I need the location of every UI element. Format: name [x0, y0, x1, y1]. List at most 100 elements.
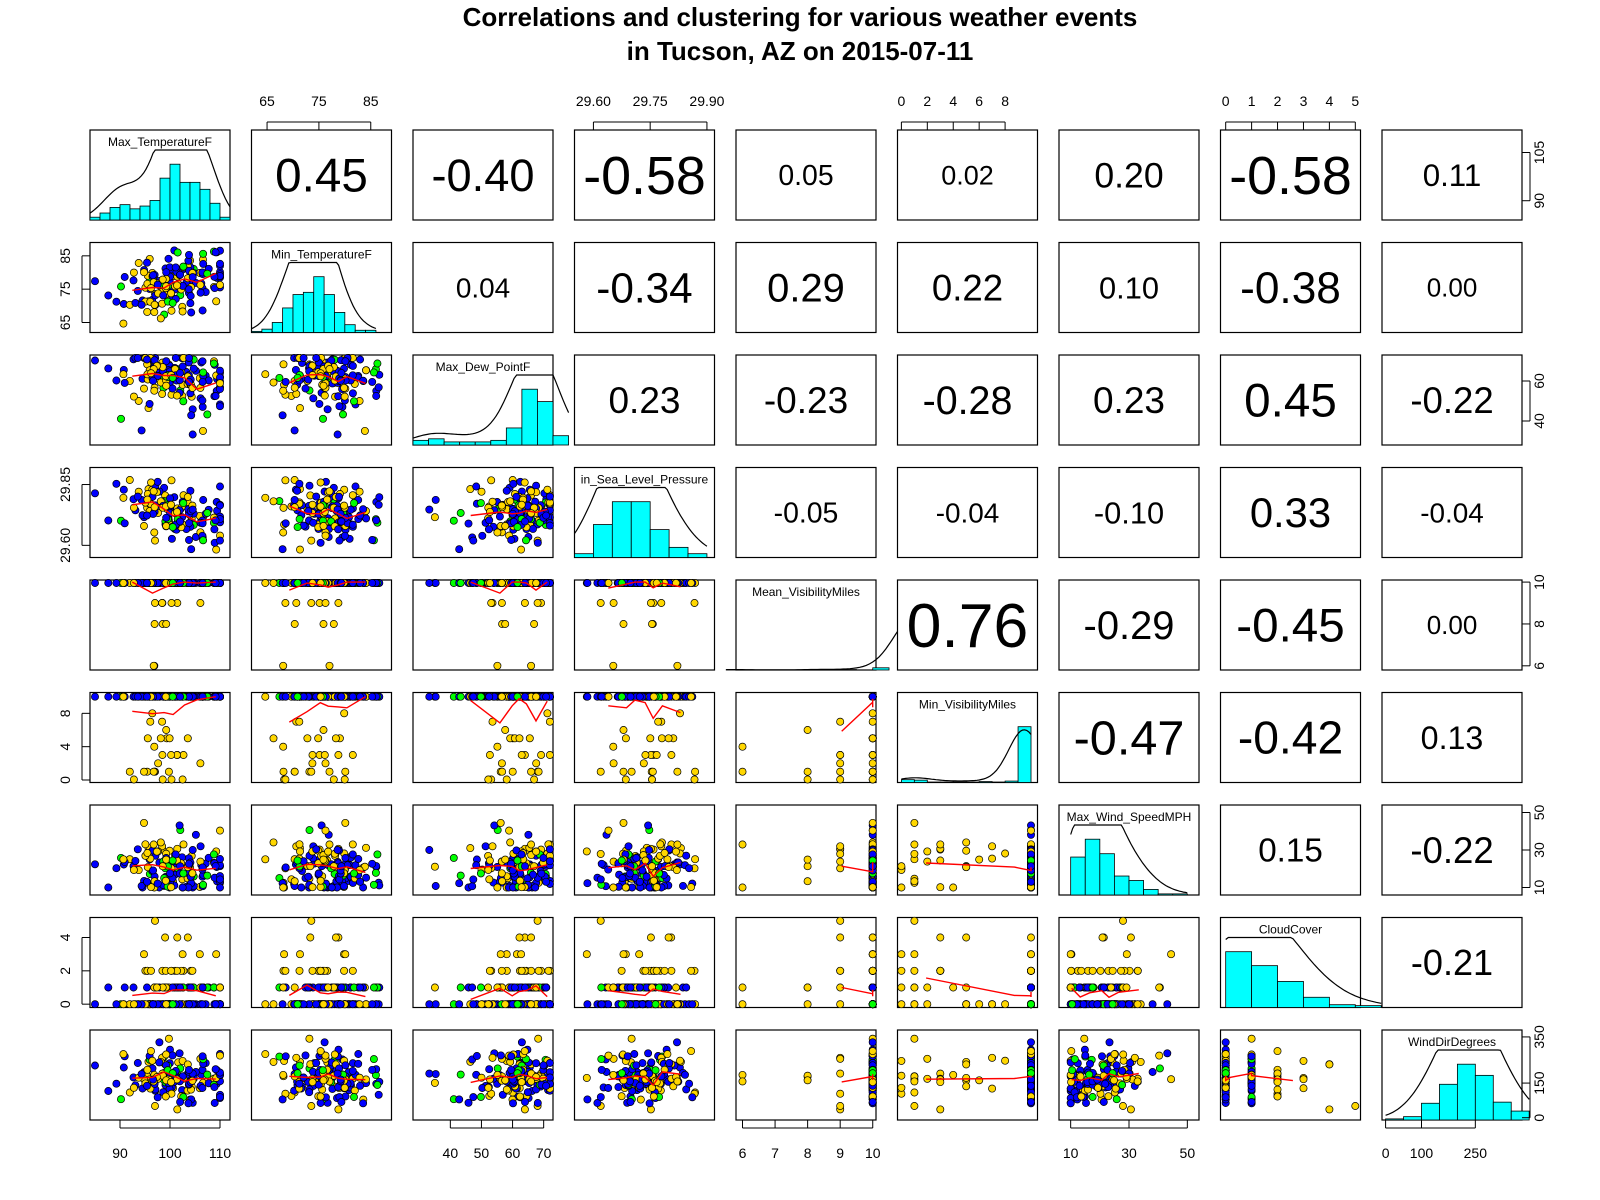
scatter-point: [359, 1099, 368, 1108]
scatter-point: [119, 319, 128, 328]
scatter-point: [506, 838, 515, 847]
scatter-point: [196, 759, 205, 768]
panel-r3-c9: -0.22: [1381, 354, 1523, 446]
scatter-point: [151, 916, 159, 925]
panel-r6-c7: -0.47: [1058, 691, 1200, 784]
scatter-point: [179, 869, 188, 878]
scatter-point: [183, 734, 192, 743]
scatter-point: [112, 376, 121, 385]
scatter-point: [308, 759, 317, 768]
scatter-point: [281, 599, 290, 607]
scatter-point: [485, 579, 494, 587]
scatter-point: [104, 883, 113, 892]
scatter-point: [1122, 983, 1131, 992]
scatter-point: [502, 486, 511, 495]
scatter-point: [545, 1073, 554, 1082]
scatter-point: [293, 856, 302, 865]
panel-r5-c4: [573, 579, 716, 671]
scatter-point: [664, 933, 673, 942]
scatter-point: [374, 500, 383, 509]
scatter-point: [216, 402, 224, 411]
histogram-bar: [1004, 780, 1019, 783]
panel-frame: [1219, 129, 1362, 221]
scatter-point: [476, 869, 485, 878]
scatter-point: [836, 842, 845, 851]
scatter-point: [649, 692, 658, 701]
scatter-point: [320, 751, 329, 759]
correlation-value: 0.02: [941, 160, 994, 190]
scatter-point: [179, 751, 188, 759]
scatter-point: [738, 742, 747, 751]
scatter-point: [1122, 950, 1131, 959]
scatter-point: [597, 859, 606, 868]
scatter-point: [325, 840, 334, 849]
scatter-point: [137, 426, 146, 435]
panel-r4-c3: [412, 466, 554, 559]
scatter-point: [319, 414, 327, 423]
scatter-point: [962, 846, 971, 855]
scatter-point: [638, 1000, 647, 1009]
scatter-point: [487, 476, 496, 485]
panel-r3-c4: 0.23: [573, 354, 716, 446]
scatter-point: [143, 579, 151, 587]
scatter-point: [316, 876, 325, 885]
scatter-point: [188, 430, 197, 439]
panel-r2-c8: -0.38: [1219, 241, 1362, 334]
scatter-point: [672, 847, 680, 856]
scatter-point: [140, 384, 148, 393]
scatter-point: [119, 485, 128, 494]
scatter-point: [652, 751, 661, 759]
panel-r6-c8: -0.42: [1219, 691, 1362, 784]
panel-frame: [250, 129, 393, 221]
scatter-point: [988, 842, 997, 851]
scatter-point: [199, 368, 208, 377]
scatter-point: [468, 983, 477, 992]
scatter-point: [545, 845, 554, 854]
panel-r8-c1: [89, 916, 231, 1009]
scatter-point: [162, 513, 171, 522]
scatter-point: [530, 620, 539, 628]
scatter-point: [307, 1102, 316, 1110]
scatter-point: [803, 862, 812, 871]
scatter-point: [472, 482, 481, 491]
scatter-point: [281, 692, 290, 701]
scatter-point: [299, 354, 308, 362]
panel-frame: [735, 466, 877, 559]
scatter-point: [150, 386, 159, 395]
scatter-point: [497, 692, 506, 701]
scatter-point: [638, 866, 647, 875]
scatter-point: [129, 983, 138, 992]
scatter-point: [131, 856, 140, 865]
density-curve: [574, 486, 708, 547]
scatter-point: [176, 270, 185, 279]
scatter-point: [104, 692, 113, 701]
correlation-value: 0.33: [1250, 489, 1331, 536]
scatter-point: [152, 983, 161, 992]
scatter-point: [143, 692, 151, 701]
scatter-point: [91, 277, 99, 286]
panel-frame: [896, 579, 1039, 671]
scatter-point: [112, 1079, 121, 1088]
panel-frame: [896, 354, 1039, 446]
scatter-point: [162, 726, 171, 734]
scatter-point: [125, 476, 134, 484]
scatter-point: [430, 1078, 439, 1087]
scatter-point: [198, 377, 207, 386]
scatter-point: [319, 522, 328, 530]
scatter-point: [673, 1000, 682, 1009]
scatter-point: [164, 767, 173, 776]
scatter-point: [425, 1000, 434, 1009]
scatter-point: [509, 479, 518, 488]
scatter-point: [323, 405, 332, 414]
scatter-point: [341, 854, 350, 862]
panel-r8-c5: [735, 916, 877, 1009]
scatter-point: [212, 950, 221, 959]
histogram-bar: [459, 441, 476, 446]
scatter-point: [269, 497, 278, 506]
panel-r1-c9: 0.11: [1381, 129, 1523, 221]
panel-r7-c3: [412, 804, 554, 896]
scatter-point: [158, 751, 167, 759]
scatter-point: [545, 717, 554, 726]
scatter-point: [501, 855, 510, 864]
scatter-point: [188, 846, 197, 854]
